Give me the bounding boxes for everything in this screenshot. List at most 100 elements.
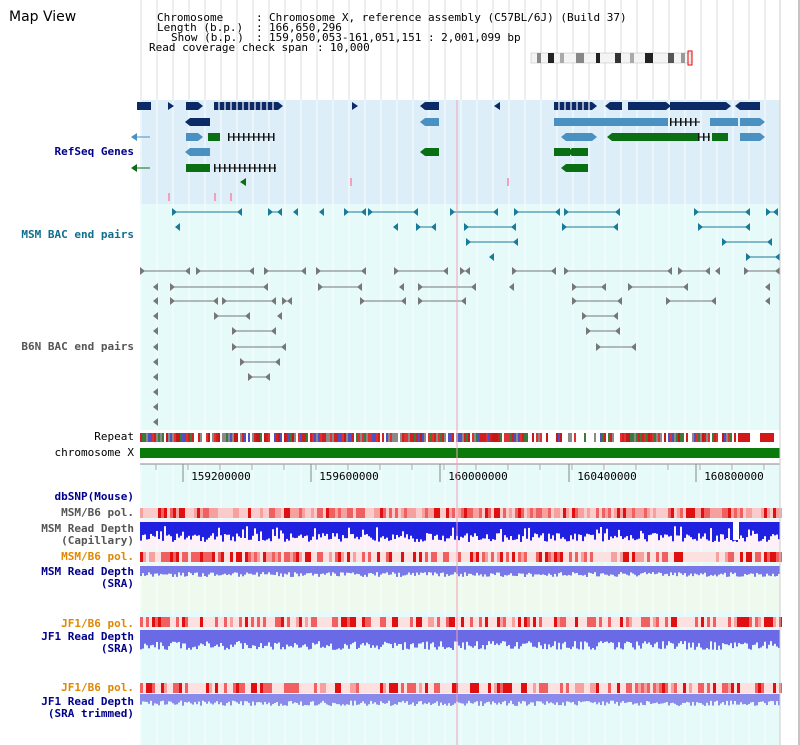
depth-bar	[532, 694, 534, 703]
pol-cell	[695, 508, 698, 518]
depth-bar	[480, 630, 482, 649]
track-label-refseq[interactable]: RefSeq Genes	[54, 145, 134, 158]
track-label-jf1-pol[interactable]: JF1/B6 pol.	[61, 617, 134, 630]
track-label-jf1-pol-2[interactable]: JF1/B6 pol.	[61, 681, 134, 694]
track-label-jf1-depth[interactable]: JF1 Read Depth	[41, 630, 134, 643]
track-label-msm-bac[interactable]: MSM BAC end pairs	[21, 228, 134, 241]
depth-bar	[742, 694, 744, 705]
pol-cell	[161, 683, 164, 693]
track-label-msm-pol-2[interactable]: MSM/B6 pol.	[61, 550, 134, 563]
depth-bar	[386, 630, 388, 643]
msm-bac-track[interactable]	[172, 208, 780, 261]
msm-bac-end	[466, 238, 471, 246]
pol-cell	[602, 617, 605, 627]
exon-tick	[228, 133, 230, 141]
pol-cell	[644, 683, 647, 693]
depth-bar	[188, 566, 190, 573]
pol-cell	[638, 683, 641, 693]
pol-cell	[548, 617, 551, 627]
axis-tick-label: 160400000	[577, 470, 637, 483]
pol-cell	[677, 508, 680, 518]
track-label-dbsnp[interactable]: dbSNP(Mouse)	[54, 490, 134, 503]
depth-bar	[484, 522, 486, 539]
depth-bar	[640, 522, 642, 531]
pol-cell	[221, 617, 224, 627]
depth-bar	[226, 630, 228, 648]
depth-bar	[622, 694, 624, 702]
repeat-mark	[332, 433, 334, 442]
depth-bar	[516, 566, 518, 577]
depth-bar	[760, 522, 762, 541]
pol-cell	[302, 508, 305, 518]
depth-bar	[300, 694, 302, 702]
depth-bar	[572, 694, 574, 702]
track-label-msm-pol[interactable]: MSM/B6 pol.	[61, 506, 134, 519]
ideogram-band	[681, 53, 685, 63]
track-label-msm-depth-cap[interactable]: MSM Read Depth	[41, 522, 134, 535]
track-label-msm-depth-sra[interactable]: MSM Read Depth	[41, 565, 134, 578]
pol-cell	[251, 552, 254, 562]
b6n-bac-track[interactable]	[140, 267, 780, 426]
pol-cell	[722, 508, 725, 518]
depth-bar	[702, 694, 704, 705]
depth-bar	[400, 630, 402, 645]
pol-cell	[671, 683, 674, 693]
pol-cell	[557, 617, 560, 627]
repeat-mark	[408, 433, 410, 442]
pol-cell	[746, 617, 749, 627]
pol-cell	[422, 508, 425, 518]
pol-cell	[758, 617, 761, 627]
pol-cell	[449, 508, 452, 518]
depth-bar	[626, 630, 628, 642]
msm-bac-end	[745, 208, 750, 216]
ideogram-band	[596, 53, 600, 63]
pol-cell	[527, 683, 530, 693]
pol-cell	[263, 617, 266, 627]
depth-bar	[436, 694, 438, 702]
refseq-genes-track[interactable]	[131, 102, 765, 201]
repeat-mark	[172, 433, 174, 442]
pol-cell	[206, 508, 209, 518]
pol-cell	[566, 683, 569, 693]
depth-bar	[240, 522, 242, 538]
pol-cell	[443, 508, 446, 518]
depth-bar	[746, 522, 748, 538]
depth-bar	[718, 566, 720, 575]
pol-cell	[467, 683, 470, 693]
repeat-mark	[368, 433, 370, 442]
pol-cell	[671, 617, 674, 627]
b6n-bac-end	[213, 297, 218, 305]
depth-bar	[192, 694, 194, 705]
depth-bar	[198, 694, 200, 702]
depth-bar	[590, 522, 592, 535]
repeat-mark	[264, 433, 266, 442]
pol-cell	[176, 683, 179, 693]
pol-cell	[479, 683, 482, 693]
depth-bar	[630, 566, 632, 573]
depth-bar	[296, 694, 298, 703]
depth-bar	[772, 566, 774, 574]
track-label-jf1-trim[interactable]: JF1 Read Depth	[41, 695, 134, 708]
pol-cell	[323, 683, 326, 693]
depth-bar	[154, 694, 156, 704]
depth-bar	[366, 630, 368, 643]
gene-block	[554, 148, 570, 156]
depth-bar	[484, 566, 486, 575]
depth-bar	[764, 566, 766, 577]
b6n-bac-end	[613, 312, 618, 320]
depth-bar	[164, 566, 166, 575]
b6n-bac-end	[551, 267, 556, 275]
depth-bar	[264, 630, 266, 646]
depth-bar	[552, 694, 554, 704]
chromosome-ideogram[interactable]	[530, 50, 693, 66]
pol-cell	[668, 552, 671, 562]
depth-bar	[214, 630, 216, 647]
depth-bar	[736, 630, 738, 647]
repeat-mark	[550, 433, 552, 442]
repeat-mark	[772, 433, 774, 442]
track-label-b6n-bac[interactable]: B6N BAC end pairs	[21, 340, 134, 353]
pol-cell	[326, 617, 329, 627]
depth-bar	[296, 630, 298, 645]
depth-bar	[540, 694, 542, 702]
pol-cell	[335, 683, 338, 693]
